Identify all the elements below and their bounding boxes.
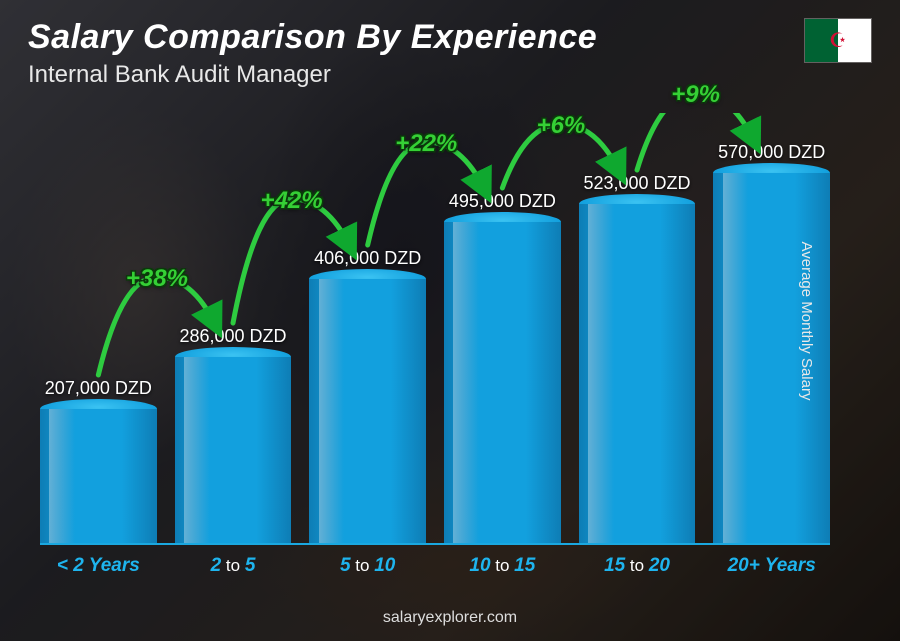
bar-value-label: 570,000 DZD: [718, 142, 825, 163]
country-flag: [804, 18, 872, 63]
flag-emblem-icon: [829, 31, 847, 51]
bar-shine: [184, 357, 210, 543]
bar-value-label: 495,000 DZD: [449, 191, 556, 212]
footer-attribution: salaryexplorer.com: [0, 609, 900, 627]
header: Salary Comparison By Experience Internal…: [28, 18, 872, 89]
bar-wrap: 406,000 DZD: [309, 248, 426, 543]
salary-chart: 207,000 DZD 286,000 DZD 406,000 DZD 495,000…: [40, 111, 830, 581]
x-axis-label: 5 to 10: [309, 545, 426, 581]
bar-body: [40, 409, 157, 543]
bar-shine: [588, 204, 614, 543]
bar-group: 207,000 DZD 286,000 DZD 406,000 DZD 495,000…: [40, 113, 830, 543]
bar: [579, 204, 696, 543]
bar-value-label: 286,000 DZD: [179, 326, 286, 347]
bar-body: [175, 357, 292, 543]
bar: [40, 409, 157, 543]
x-axis-label: < 2 Years: [40, 545, 157, 581]
x-axis-label: 15 to 20: [579, 545, 696, 581]
y-axis-label: Average Monthly Salary: [798, 241, 815, 400]
bar-shine: [453, 222, 479, 543]
bar-body: [444, 222, 561, 543]
bar-shine: [319, 279, 345, 543]
bar-wrap: 495,000 DZD: [444, 191, 561, 543]
x-axis-label: 2 to 5: [175, 545, 292, 581]
bar-shine: [49, 409, 75, 543]
bar-body: [309, 279, 426, 543]
bar-value-label: 523,000 DZD: [583, 173, 690, 194]
bar-wrap: 286,000 DZD: [175, 326, 292, 543]
bar: [444, 222, 561, 543]
bar-wrap: 523,000 DZD: [579, 173, 696, 543]
bar: [175, 357, 292, 543]
bar-value-label: 207,000 DZD: [45, 378, 152, 399]
bar-wrap: 207,000 DZD: [40, 378, 157, 543]
x-axis-label: 10 to 15: [444, 545, 561, 581]
page-title: Salary Comparison By Experience: [28, 18, 872, 57]
bar: [309, 279, 426, 543]
page-subtitle: Internal Bank Audit Manager: [28, 61, 872, 89]
x-axis-label: 20+ Years: [713, 545, 830, 581]
bar-shine: [723, 173, 749, 543]
x-axis: < 2 Years 2 to 5 5 to 10 10 to 15 15 to 20 20…: [40, 543, 830, 581]
bar-value-label: 406,000 DZD: [314, 248, 421, 269]
bar-body: [579, 204, 696, 543]
